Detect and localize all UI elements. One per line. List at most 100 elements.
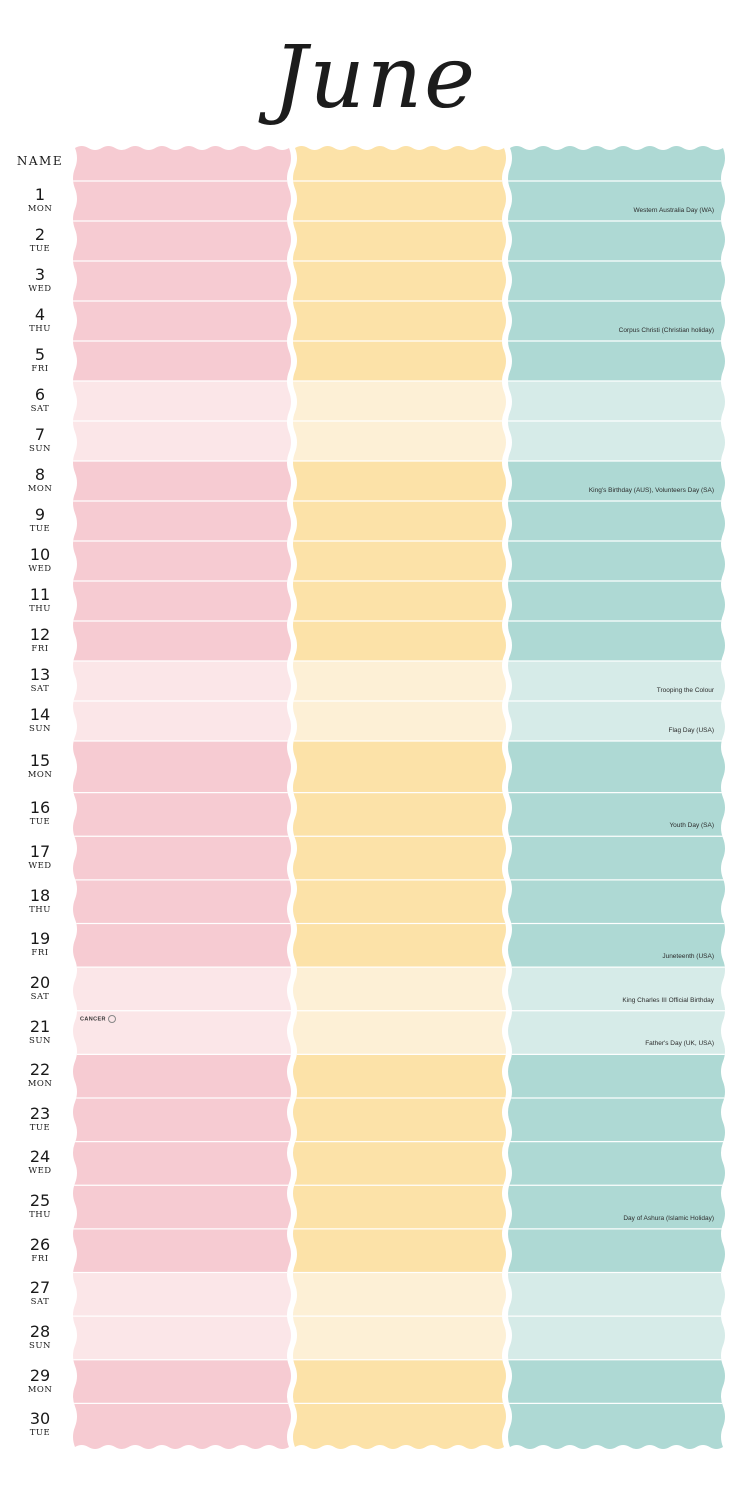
day-cell-14-col-2[interactable]	[282, 701, 517, 741]
day-cell-13-col-1[interactable]	[62, 661, 302, 701]
day-cell-18-col-1[interactable]	[62, 879, 302, 924]
day-cell-15-col-1[interactable]	[62, 741, 302, 793]
day-number: 15	[29, 750, 51, 770]
day-cell-20-col-2[interactable]	[282, 967, 517, 1011]
day-cell-22-col-3[interactable]	[497, 1054, 736, 1098]
day-cell-29-col-2[interactable]	[282, 1359, 517, 1404]
day-cell-18-col-3[interactable]	[497, 879, 736, 924]
day-cell-30-col-2[interactable]	[282, 1403, 517, 1457]
day-cell-21-col-2[interactable]	[282, 1010, 517, 1055]
day-number: 16	[29, 798, 51, 818]
day-cell-22-col-1[interactable]	[62, 1054, 302, 1098]
day-cell-30-col-1[interactable]	[62, 1403, 302, 1457]
day-cell-23-col-3[interactable]	[497, 1098, 736, 1142]
day-cell-23-col-1[interactable]	[62, 1098, 302, 1142]
day-cell-8-col-2[interactable]	[282, 461, 517, 501]
day-cell-27-col-3[interactable]	[497, 1272, 736, 1317]
day-cell-24-col-2[interactable]	[282, 1141, 517, 1186]
name-cell-2[interactable]	[282, 138, 517, 181]
day-cell-25-col-1[interactable]	[62, 1185, 302, 1229]
day-cell-2-col-2[interactable]	[282, 221, 517, 261]
day-cell-12-col-2[interactable]	[282, 621, 517, 661]
day-cell-3-col-1[interactable]	[62, 261, 302, 301]
day-cell-1-col-2[interactable]	[282, 181, 517, 221]
day-cell-1-col-1[interactable]	[62, 181, 302, 221]
day-cell-20-col-1[interactable]	[62, 967, 302, 1011]
day-cell-10-col-2[interactable]	[282, 541, 517, 581]
day-cell-28-col-3[interactable]	[497, 1316, 736, 1360]
day-cell-3-col-2[interactable]	[282, 261, 517, 301]
day-cell-15-col-2[interactable]	[282, 741, 517, 793]
day-cell-23-col-2[interactable]	[282, 1098, 517, 1142]
day-cell-13-col-2[interactable]	[282, 661, 517, 701]
day-cell-6-col-3[interactable]	[497, 381, 736, 421]
day-cell-16-col-1[interactable]	[62, 792, 302, 837]
day-cell-27-col-2[interactable]	[282, 1272, 517, 1317]
day-cell-3-col-3[interactable]	[497, 261, 736, 301]
day-cell-30-col-3[interactable]	[497, 1403, 736, 1457]
day-cell-17-col-2[interactable]	[282, 836, 517, 880]
day-cell-5-col-2[interactable]	[282, 341, 517, 381]
day-cell-18-col-2[interactable]	[282, 879, 517, 924]
day-cell-10-col-3[interactable]	[497, 541, 736, 581]
day-cell-9-col-2[interactable]	[282, 501, 517, 541]
day-cell-19-col-2[interactable]	[282, 923, 517, 968]
day-cell-24-col-1[interactable]	[62, 1141, 302, 1186]
row-divider	[508, 380, 725, 382]
day-cell-28-col-1[interactable]	[62, 1316, 302, 1360]
day-cell-11-col-3[interactable]	[497, 581, 736, 621]
day-cell-16-col-3[interactable]	[497, 792, 736, 837]
day-cell-10-col-1[interactable]	[62, 541, 302, 581]
day-of-week: SUN	[29, 444, 51, 454]
day-cell-14-col-1[interactable]	[62, 701, 302, 741]
day-cell-12-col-1[interactable]	[62, 621, 302, 661]
day-cell-9-col-3[interactable]	[497, 501, 736, 541]
day-cell-29-col-1[interactable]	[62, 1359, 302, 1404]
name-cell-1[interactable]	[62, 138, 302, 181]
day-cell-6-col-2[interactable]	[282, 381, 517, 421]
day-label-15: 15 MON	[8, 750, 72, 780]
day-cell-9-col-1[interactable]	[62, 501, 302, 541]
day-cell-4-col-2[interactable]	[282, 301, 517, 341]
day-cell-27-col-1[interactable]	[62, 1272, 302, 1317]
day-cell-7-col-3[interactable]	[497, 421, 736, 461]
day-cell-11-col-1[interactable]	[62, 581, 302, 621]
day-cell-2-col-3[interactable]	[497, 221, 736, 261]
day-cell-24-col-3[interactable]	[497, 1141, 736, 1186]
day-cell-11-col-2[interactable]	[282, 581, 517, 621]
day-cell-26-col-3[interactable]	[497, 1228, 736, 1273]
day-cell-19-col-1[interactable]	[62, 923, 302, 968]
day-cell-17-col-3[interactable]	[497, 836, 736, 880]
day-cell-22-col-2[interactable]	[282, 1054, 517, 1098]
day-cell-8-col-1[interactable]	[62, 461, 302, 501]
day-cell-26-col-1[interactable]	[62, 1228, 302, 1273]
day-cell-14-col-3[interactable]	[497, 701, 736, 741]
row-divider	[293, 1228, 506, 1230]
day-cell-17-col-1[interactable]	[62, 836, 302, 880]
name-cell-3[interactable]	[497, 138, 736, 181]
day-cell-7-col-1[interactable]	[62, 421, 302, 461]
day-cell-12-col-3[interactable]	[497, 621, 736, 661]
day-cell-8-col-3[interactable]	[497, 461, 736, 501]
day-cell-19-col-3[interactable]	[497, 923, 736, 968]
day-cell-21-col-3[interactable]	[497, 1010, 736, 1055]
day-cell-4-col-1[interactable]	[62, 301, 302, 341]
day-cell-4-col-3[interactable]	[497, 301, 736, 341]
day-cell-13-col-3[interactable]	[497, 661, 736, 701]
day-cell-25-col-2[interactable]	[282, 1185, 517, 1229]
day-label-27: 27 SAT	[8, 1279, 72, 1308]
day-cell-7-col-2[interactable]	[282, 421, 517, 461]
day-cell-5-col-3[interactable]	[497, 341, 736, 381]
day-cell-15-col-3[interactable]	[497, 741, 736, 793]
day-cell-28-col-2[interactable]	[282, 1316, 517, 1360]
day-cell-16-col-2[interactable]	[282, 792, 517, 837]
day-cell-6-col-1[interactable]	[62, 381, 302, 421]
day-cell-29-col-3[interactable]	[497, 1359, 736, 1404]
day-cell-26-col-2[interactable]	[282, 1228, 517, 1273]
day-cell-5-col-1[interactable]	[62, 341, 302, 381]
day-cell-1-col-3[interactable]	[497, 181, 736, 221]
day-cell-25-col-3[interactable]	[497, 1185, 736, 1229]
column-1	[62, 138, 302, 1457]
day-cell-20-col-3[interactable]	[497, 967, 736, 1011]
day-cell-2-col-1[interactable]	[62, 221, 302, 261]
